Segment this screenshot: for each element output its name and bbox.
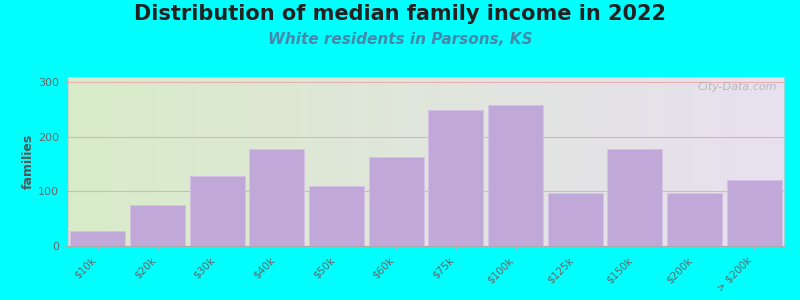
Text: City-Data.com: City-Data.com [698,82,777,92]
Text: White residents in Parsons, KS: White residents in Parsons, KS [268,32,532,46]
Bar [309,186,364,246]
Text: Distribution of median family income in 2022: Distribution of median family income in … [134,4,666,25]
Bar [607,149,662,246]
Bar [428,110,483,246]
Bar [488,105,543,246]
Bar [369,157,424,246]
Bar [130,205,185,246]
Bar [70,231,126,246]
Bar [726,180,782,246]
Bar [250,149,304,246]
Y-axis label: families: families [22,134,35,189]
Bar [548,193,602,246]
Bar [667,193,722,246]
Bar [190,176,245,246]
